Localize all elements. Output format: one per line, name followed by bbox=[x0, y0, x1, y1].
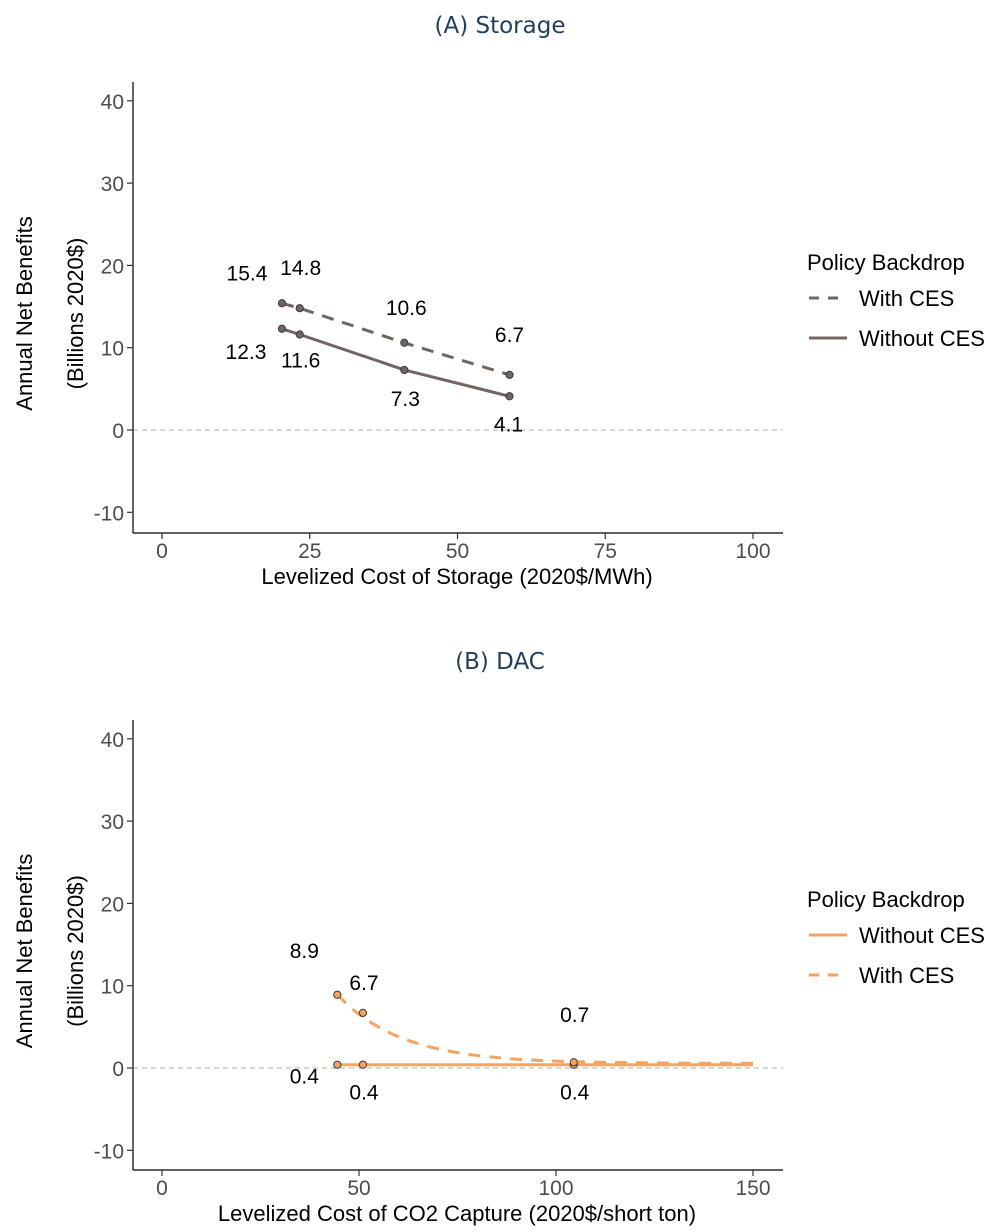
data-label: 7.3 bbox=[391, 388, 420, 411]
y-tick-label: 20 bbox=[101, 893, 124, 916]
data-point bbox=[333, 990, 342, 999]
legend-title: Policy Backdrop bbox=[807, 887, 965, 912]
y-tick-label: 40 bbox=[101, 91, 124, 114]
y-axis-subtitle: (Billions 2020$) bbox=[63, 238, 88, 390]
data-point bbox=[505, 370, 514, 379]
data-label: 0.4 bbox=[349, 1082, 379, 1105]
data-label: 11.6 bbox=[281, 350, 320, 373]
x-tick-label: 50 bbox=[347, 1177, 370, 1200]
data-point bbox=[358, 1008, 368, 1017]
data-label: 10.6 bbox=[386, 297, 427, 320]
panel-title: (B) DAC bbox=[455, 649, 545, 675]
legend-title: Policy Backdrop bbox=[807, 250, 965, 275]
legend-label: Without CES bbox=[859, 326, 985, 351]
data-point bbox=[295, 330, 304, 339]
data-point bbox=[505, 392, 514, 401]
chart-panel-storage: (A) Storage -10 0 10 20 30 40 0 25 50 75 100 Leveliz… bbox=[12, 13, 985, 589]
chart-panel-dac: (B) DAC -10 0 10 20 30 40 0 50 100 150 Levelized Co… bbox=[12, 649, 985, 1226]
y-tick-label: 20 bbox=[101, 255, 124, 278]
data-label: 4.1 bbox=[494, 413, 523, 436]
legend: Policy Backdrop With CES Without CES bbox=[807, 250, 985, 351]
y-axis-subtitle: (Billions 2020$) bbox=[63, 875, 88, 1027]
data-label: 0.4 bbox=[560, 1082, 590, 1105]
x-tick-label: 150 bbox=[735, 1177, 770, 1200]
y-tick-label: 30 bbox=[101, 811, 124, 834]
data-label: 0.4 bbox=[290, 1066, 320, 1089]
data-point bbox=[277, 324, 287, 333]
data-label: 12.3 bbox=[226, 341, 267, 364]
y-tick-label: -10 bbox=[94, 502, 124, 525]
y-axis-title: Annual Net Benefits bbox=[12, 854, 37, 1048]
data-point bbox=[358, 1060, 368, 1069]
y-axis-title: Annual Net Benefits bbox=[12, 216, 37, 410]
x-tick-label: 100 bbox=[538, 1177, 573, 1200]
y-tick-label: 10 bbox=[101, 976, 124, 999]
data-point bbox=[569, 1058, 578, 1067]
data-point bbox=[333, 1060, 342, 1069]
data-point bbox=[295, 304, 304, 313]
x-tick-label: 0 bbox=[156, 1177, 168, 1200]
data-label: 6.7 bbox=[495, 324, 524, 347]
y-tick-label: 0 bbox=[112, 420, 124, 443]
data-label: 0.7 bbox=[560, 1004, 589, 1027]
x-tick-label: 0 bbox=[156, 540, 168, 563]
data-label: 14.8 bbox=[280, 257, 321, 280]
legend-label: With CES bbox=[859, 286, 954, 311]
legend: Policy Backdrop Without CES With CES bbox=[807, 887, 985, 988]
y-tick-label: 0 bbox=[112, 1058, 124, 1081]
series-line-with-ces bbox=[336, 993, 754, 1065]
x-tick-label: 75 bbox=[594, 540, 617, 563]
x-tick-label: 100 bbox=[735, 540, 770, 563]
data-point bbox=[277, 299, 287, 308]
x-axis-title: Levelized Cost of Storage (2020$/MWh) bbox=[261, 564, 652, 589]
data-point bbox=[400, 338, 409, 347]
series-line-with-ces bbox=[281, 301, 510, 377]
data-label: 6.7 bbox=[349, 972, 378, 995]
panel-title: (A) Storage bbox=[435, 13, 566, 39]
legend-label: Without CES bbox=[859, 923, 985, 948]
data-point bbox=[400, 365, 409, 375]
x-axis-title: Levelized Cost of CO2 Capture (2020$/sho… bbox=[218, 1201, 696, 1226]
legend-label: With CES bbox=[859, 963, 954, 988]
x-tick-label: 50 bbox=[446, 540, 469, 563]
data-label: 15.4 bbox=[227, 262, 268, 285]
series-line-without-ces bbox=[281, 327, 510, 398]
x-tick-label: 25 bbox=[298, 540, 321, 563]
y-tick-label: 40 bbox=[101, 729, 124, 752]
y-tick-label: 30 bbox=[101, 173, 124, 196]
y-tick-label: 10 bbox=[101, 338, 124, 361]
data-label: 8.9 bbox=[290, 940, 319, 963]
y-tick-label: -10 bbox=[94, 1140, 124, 1163]
